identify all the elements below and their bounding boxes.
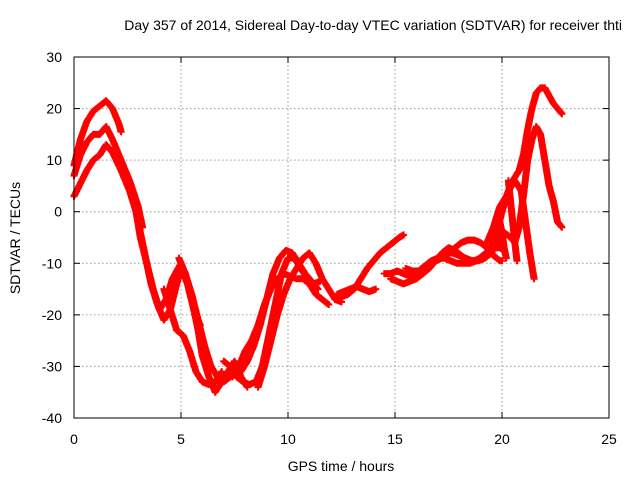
- satellite-track-19: [504, 177, 521, 265]
- x-tick-label: 25: [601, 431, 617, 447]
- series-markers: [160, 285, 226, 388]
- x-axis-label: GPS time / hours: [288, 458, 395, 474]
- y-tick-label: -40: [42, 410, 62, 426]
- y-tick-label: 30: [46, 49, 62, 65]
- y-tick-label: 10: [46, 152, 62, 168]
- chart-title: Day 357 of 2014, Sidereal Day-to-day VTE…: [124, 17, 622, 33]
- satellite-track-12: [333, 283, 380, 298]
- series-markers: [333, 283, 380, 298]
- series-markers: [496, 218, 510, 262]
- x-tick-label: 15: [387, 431, 403, 447]
- y-tick-label: 0: [54, 204, 62, 220]
- satellite-track-3: [70, 141, 251, 396]
- series-markers: [175, 254, 234, 386]
- y-axis-label: SDTVAR / TECUs: [7, 182, 23, 294]
- satellite-track-9: [237, 246, 322, 376]
- satellite-track-10: [254, 249, 345, 391]
- series-markers: [254, 249, 345, 391]
- x-tick-label: 20: [494, 431, 510, 447]
- plot-frame: [73, 56, 610, 419]
- y-tick-label: -10: [42, 255, 62, 271]
- x-tick-label: 0: [70, 431, 78, 447]
- series-markers: [70, 141, 251, 396]
- y-tick-label: 20: [46, 101, 62, 117]
- satellite-track-18: [496, 218, 510, 262]
- series-markers: [483, 84, 566, 247]
- satellite-track-6: [175, 254, 234, 386]
- y-tick-label: -20: [42, 307, 62, 323]
- x-tick-label: 5: [177, 431, 185, 447]
- series-markers: [237, 246, 322, 376]
- data-marks: [70, 84, 566, 396]
- x-tick-label: 10: [280, 431, 296, 447]
- satellite-track-16: [442, 123, 566, 265]
- y-tick-label: -30: [42, 358, 62, 374]
- satellite-track-17: [483, 84, 566, 247]
- series-markers: [442, 123, 566, 265]
- satellite-track-5: [160, 285, 226, 388]
- series-markers: [504, 177, 521, 265]
